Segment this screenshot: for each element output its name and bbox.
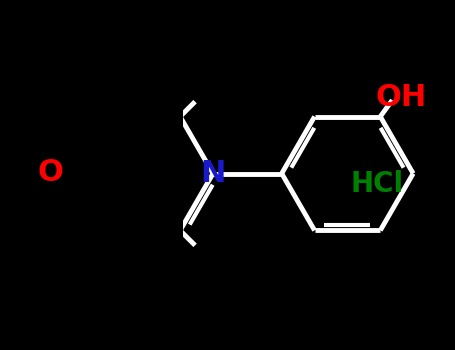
Text: O: O bbox=[37, 158, 63, 187]
Text: HCl: HCl bbox=[351, 170, 404, 198]
Text: N: N bbox=[200, 159, 226, 188]
Text: OH: OH bbox=[375, 83, 427, 112]
